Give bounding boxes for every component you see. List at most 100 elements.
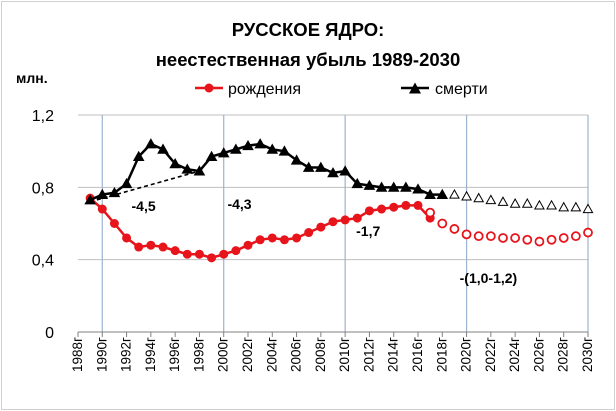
legend-deaths-label: смерти xyxy=(435,81,488,98)
annotation-label: -4,5 xyxy=(132,198,156,214)
legend-births-label: рождения xyxy=(228,81,301,98)
x-tick-label: 2006г xyxy=(289,337,304,372)
data-point xyxy=(96,188,109,199)
data-point xyxy=(146,240,156,250)
data-point xyxy=(546,199,558,210)
data-point xyxy=(521,197,533,208)
y-tick-label: 0 xyxy=(45,325,54,342)
data-point xyxy=(207,253,217,263)
x-tick-label: 2020г xyxy=(459,337,474,372)
data-point xyxy=(558,201,570,212)
data-point xyxy=(534,236,545,247)
x-tick-label: 2024г xyxy=(507,337,522,372)
x-tick-label: 2026г xyxy=(531,337,546,372)
data-point xyxy=(328,217,338,227)
data-point xyxy=(400,181,412,192)
data-point xyxy=(533,199,545,210)
x-tick-label: 1998г xyxy=(191,337,206,372)
data-point xyxy=(461,229,472,240)
data-point xyxy=(461,190,473,201)
x-axis: 1988г 1990г 1992г 1994г 1996г 1998г 2000г 2002г… xyxy=(70,332,595,372)
x-tick-label: 1994г xyxy=(143,337,158,372)
plot-area xyxy=(84,138,594,263)
data-point xyxy=(448,188,460,199)
series-dashed-trend xyxy=(89,170,200,203)
data-point xyxy=(473,231,484,242)
x-tick-label: 2018г xyxy=(434,337,449,372)
chart-title-line-2: неестественная убыль 1989-2030 xyxy=(156,49,461,70)
data-point xyxy=(510,233,521,243)
data-point xyxy=(279,235,289,245)
y-axis-unit: млн. xyxy=(16,70,48,86)
x-tick-label: 1988г xyxy=(70,337,85,372)
data-point xyxy=(157,143,169,154)
data-point xyxy=(132,150,145,161)
data-point xyxy=(267,233,277,243)
data-point xyxy=(583,227,593,238)
data-point xyxy=(169,158,181,169)
x-tick-label: 2000г xyxy=(216,337,231,372)
x-tick-label: 1996г xyxy=(167,337,182,372)
data-point xyxy=(290,154,303,165)
data-point xyxy=(254,138,266,149)
data-point xyxy=(97,204,107,214)
series-births-projection xyxy=(425,207,593,247)
data-point xyxy=(182,249,192,259)
legend-deaths-marker xyxy=(409,82,421,94)
data-point xyxy=(255,235,265,245)
data-point xyxy=(570,231,581,242)
data-point xyxy=(278,145,291,156)
series-deaths-projection xyxy=(448,188,594,214)
x-tick-label: 2010г xyxy=(337,337,352,372)
data-point xyxy=(122,233,132,243)
data-point xyxy=(158,242,168,252)
y-tick-label: 1,2 xyxy=(32,108,54,125)
data-point xyxy=(387,181,400,192)
annotation-label: -1,7 xyxy=(356,223,380,239)
data-point xyxy=(304,228,314,238)
data-point xyxy=(134,242,144,252)
data-point xyxy=(546,234,557,245)
data-point xyxy=(570,201,582,212)
data-point xyxy=(266,143,279,154)
data-point xyxy=(449,224,460,234)
y-axis: 0 0,4 0,8 1,2 xyxy=(32,108,54,342)
y-tick-label: 0,4 xyxy=(32,253,54,270)
dashed-trend-line xyxy=(89,170,200,203)
data-point xyxy=(242,139,254,151)
data-point xyxy=(339,165,351,176)
data-point xyxy=(436,188,449,199)
data-point xyxy=(473,192,485,203)
data-point xyxy=(413,200,423,210)
data-point xyxy=(498,233,508,243)
data-point xyxy=(363,179,376,190)
x-tick-label: 2028г xyxy=(556,337,571,372)
data-point xyxy=(522,234,533,245)
data-point xyxy=(485,194,497,205)
data-point xyxy=(230,143,242,154)
data-point xyxy=(302,161,315,172)
data-point xyxy=(424,188,436,199)
x-tick-label: 2002г xyxy=(240,337,255,372)
x-tick-label: 2012г xyxy=(361,337,376,372)
data-point xyxy=(389,202,399,212)
chart-title-line-1: РУССКОЕ ЯДРО: xyxy=(232,19,385,40)
data-point xyxy=(194,249,204,259)
y-tick-label: 0,8 xyxy=(32,180,54,197)
data-point xyxy=(425,207,436,218)
x-tick-label: 2004г xyxy=(264,337,279,372)
data-point xyxy=(181,163,194,174)
x-tick-label: 2008г xyxy=(313,337,328,372)
x-tick-label: 2016г xyxy=(410,337,425,372)
series-смерти xyxy=(84,138,449,205)
data-point xyxy=(437,218,448,229)
x-tick-label: 2030г xyxy=(580,337,595,372)
data-point xyxy=(377,204,387,214)
data-point xyxy=(316,222,326,232)
grid xyxy=(78,114,589,333)
legend: рождения смерти xyxy=(195,81,488,98)
x-tick-label: 2022г xyxy=(483,337,498,372)
data-point xyxy=(243,240,253,250)
